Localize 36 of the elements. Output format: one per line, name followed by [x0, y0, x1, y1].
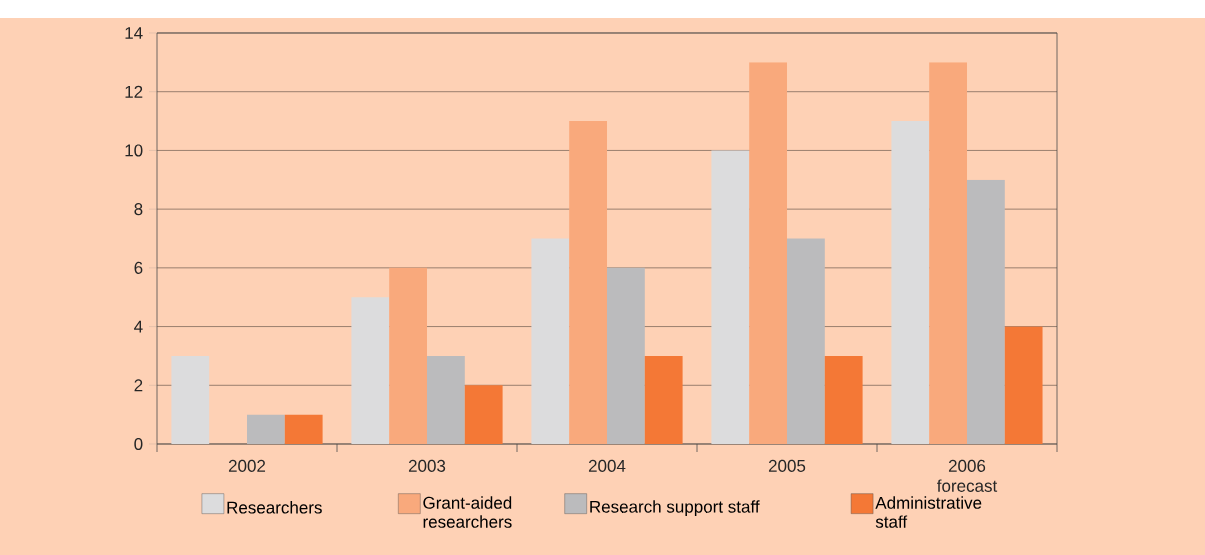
bar	[531, 238, 570, 444]
bar	[427, 355, 465, 444]
x-tick-label: 2005	[768, 459, 806, 472]
bar	[171, 355, 210, 444]
y-tick-label: 14	[125, 27, 143, 39]
bar	[929, 62, 967, 444]
y-tick-label: 8	[134, 203, 143, 216]
bar	[1004, 326, 1043, 444]
y-tick-label: 4	[134, 320, 143, 333]
bar	[644, 355, 683, 444]
legend-label: Researchers	[227, 501, 322, 514]
bar	[351, 297, 390, 444]
bar	[824, 355, 863, 444]
bar	[711, 150, 750, 444]
y-tick-label: 12	[125, 85, 143, 98]
x-tick-label: 2006 forecast	[937, 459, 998, 492]
bar	[607, 267, 645, 444]
bar	[464, 385, 503, 444]
y-tick-label: 10	[125, 144, 143, 157]
legend-label: Research support staff	[590, 500, 760, 517]
legend-label: Grant-aided researchers	[423, 496, 512, 528]
y-tick-label: 2	[134, 379, 143, 392]
y-tick-label: 6	[134, 261, 143, 274]
x-tick-label: 2003	[408, 459, 446, 472]
bar	[891, 121, 930, 444]
bar	[247, 414, 285, 444]
bar	[749, 62, 787, 444]
bar	[967, 179, 1005, 444]
bar	[569, 121, 608, 444]
x-tick-label: 2004	[588, 459, 626, 472]
bar	[389, 267, 427, 444]
y-tick-label: 0	[134, 437, 143, 451]
bar	[787, 238, 825, 444]
bar	[284, 414, 323, 444]
legend-label: Administrative staff	[875, 496, 982, 528]
x-tick-label: 2002	[228, 459, 266, 472]
